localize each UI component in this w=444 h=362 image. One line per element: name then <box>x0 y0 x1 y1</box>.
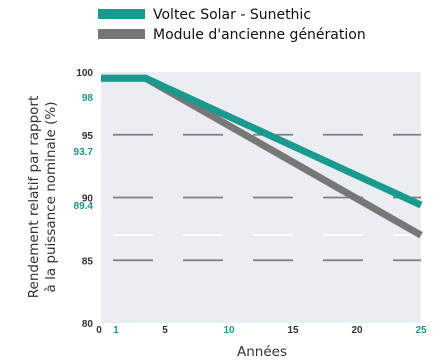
legend-label: Voltec Solar - Sunethic <box>153 7 311 23</box>
y-tick-label: 85 <box>82 256 94 267</box>
y-axis-title-line1: Rendement relatif par rapport <box>26 96 42 299</box>
y-tick-label: 90 <box>82 194 94 205</box>
x-tick-label: 1 <box>113 325 119 336</box>
series-line-voltec-solar-sunethic <box>101 74 423 209</box>
legend-swatch <box>98 9 145 19</box>
y-tick-label: 95 <box>82 131 94 142</box>
y-tick-label: 89.4 <box>74 201 94 212</box>
legend-label: Module d'ancienne génération <box>153 27 366 43</box>
y-tick-label: 98 <box>82 93 94 104</box>
x-tick-label: 5 <box>162 325 168 336</box>
x-tick-label: 25 <box>415 325 427 336</box>
y-axis-title-line2: à la puissance nominale (%) <box>43 102 59 293</box>
x-tick-label: 15 <box>287 325 299 336</box>
x-axis-ticks: 0 1 5 10 15 20 25 <box>96 325 427 336</box>
series-lines <box>101 74 423 239</box>
y-tick-label: 93.7 <box>74 147 94 158</box>
y-tick-label: 100 <box>76 68 93 79</box>
x-axis-title: Années <box>237 344 287 360</box>
chart-legend: Voltec Solar - Sunethic Module d'ancienne… <box>98 7 366 43</box>
x-tick-label: 20 <box>351 325 363 336</box>
x-tick-label: 0 <box>96 325 102 336</box>
x-tick-label: 10 <box>223 325 235 336</box>
y-tick-label: 87 <box>82 231 94 242</box>
legend-swatch <box>98 29 145 39</box>
y-tick-label: 80 <box>82 319 94 330</box>
